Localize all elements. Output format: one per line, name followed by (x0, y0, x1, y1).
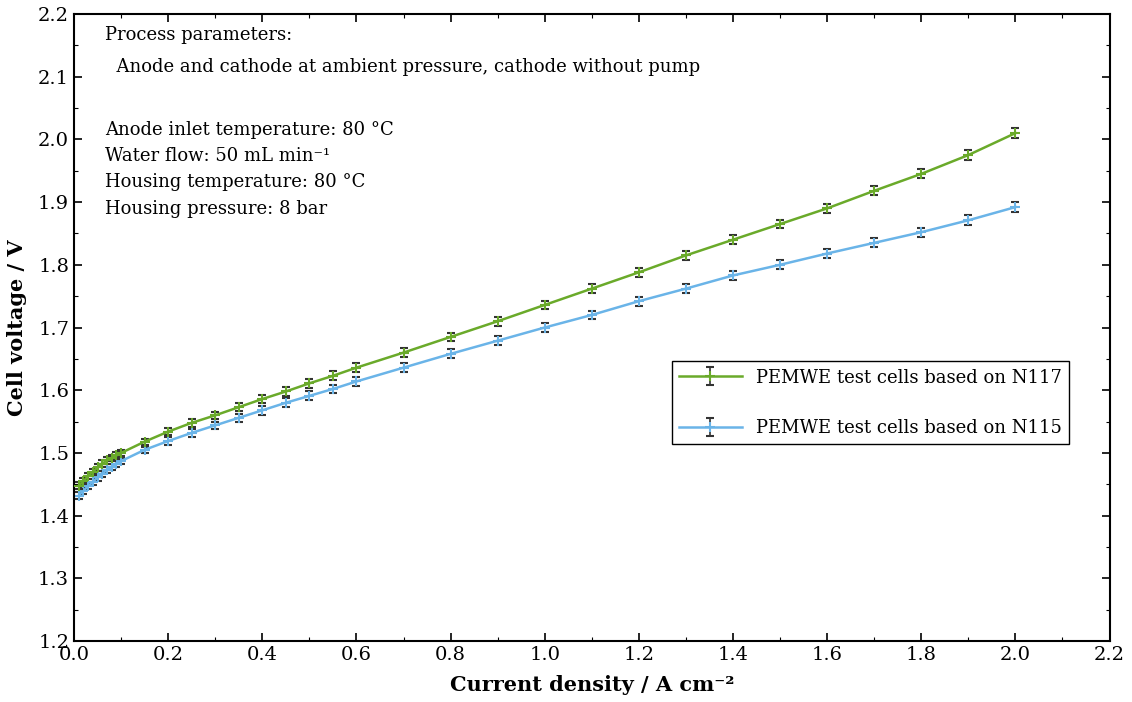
X-axis label: Current density / A cm⁻²: Current density / A cm⁻² (449, 675, 734, 695)
Text: Process parameters:: Process parameters: (105, 27, 292, 44)
Text: Anode inlet temperature: 80 °C
Water flow: 50 mL min⁻¹
Housing temperature: 80 °: Anode inlet temperature: 80 °C Water flo… (105, 121, 394, 218)
Legend: PEMWE test cells based on N117, PEMWE test cells based on N115: PEMWE test cells based on N117, PEMWE te… (671, 362, 1070, 444)
Text: Anode and cathode at ambient pressure, cathode without pump: Anode and cathode at ambient pressure, c… (105, 58, 701, 76)
Y-axis label: Cell voltage / V: Cell voltage / V (7, 239, 27, 416)
